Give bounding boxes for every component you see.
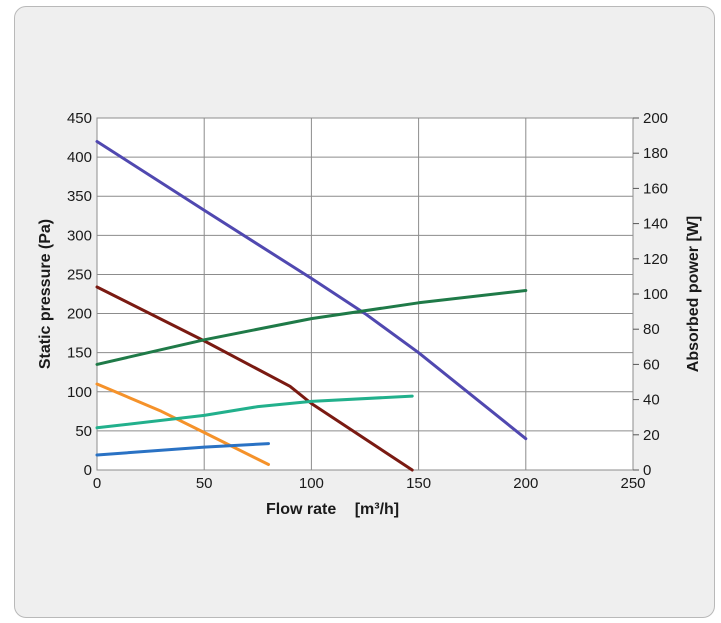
- x-tick-label-4: 200: [513, 475, 538, 492]
- y2-tick-label-7: 140: [643, 216, 668, 233]
- x-tick-label-1: 50: [196, 475, 213, 492]
- y2-tick-label-4: 80: [643, 321, 660, 338]
- x-axis-title-unit: [m³/h]: [355, 501, 399, 518]
- y2-tick-label-8: 160: [643, 180, 668, 197]
- y-tick-label-4: 200: [67, 306, 92, 323]
- series-line-4: [95, 289, 528, 366]
- x-axis-title: Flow rate [m³/h]: [266, 501, 399, 518]
- y-tick-label-6: 300: [67, 227, 92, 244]
- x-tick-label-5: 250: [620, 475, 645, 492]
- series-line-6: [95, 442, 270, 457]
- series-group: [95, 140, 528, 472]
- y2-tick-label-0: 0: [643, 462, 651, 479]
- y-tick-label-9: 450: [67, 110, 92, 127]
- x-tick-label-0: 0: [93, 475, 101, 492]
- series-line-2: [95, 285, 414, 472]
- grid: [97, 118, 633, 470]
- x-tick-label-2: 100: [299, 475, 324, 492]
- tick-labels: 0 50 100 150 200 2500501001502002503003504004…: [67, 110, 668, 492]
- y-tick-label-2: 100: [67, 384, 92, 401]
- series-line-1: [95, 140, 528, 441]
- series-line-3: [95, 382, 270, 466]
- y2-axis-title: Absorbed power [W]: [685, 216, 702, 372]
- x-axis-title-label: Flow rate: [266, 501, 336, 518]
- y2-tick-label-6: 120: [643, 251, 668, 268]
- y2-tick-label-9: 180: [643, 145, 668, 162]
- y2-tick-label-1: 20: [643, 427, 660, 444]
- y-tick-label-7: 350: [67, 188, 92, 205]
- y-axis-title: Static pressure (Pa): [37, 219, 54, 369]
- y-tick-label-1: 50: [75, 423, 92, 440]
- y-tick-label-5: 250: [67, 266, 92, 283]
- y2-tick-label-3: 60: [643, 356, 660, 373]
- y-tick-label-3: 150: [67, 345, 92, 362]
- y2-tick-label-5: 100: [643, 286, 668, 303]
- y2-tick-label-2: 40: [643, 392, 660, 409]
- series-line-5: [95, 394, 414, 430]
- y2-tick-label-10: 200: [643, 110, 668, 127]
- plot-area: [96, 117, 634, 471]
- x-tick-label-3: 150: [406, 475, 431, 492]
- y-tick-label-8: 400: [67, 149, 92, 166]
- y-tick-label-0: 0: [84, 462, 92, 479]
